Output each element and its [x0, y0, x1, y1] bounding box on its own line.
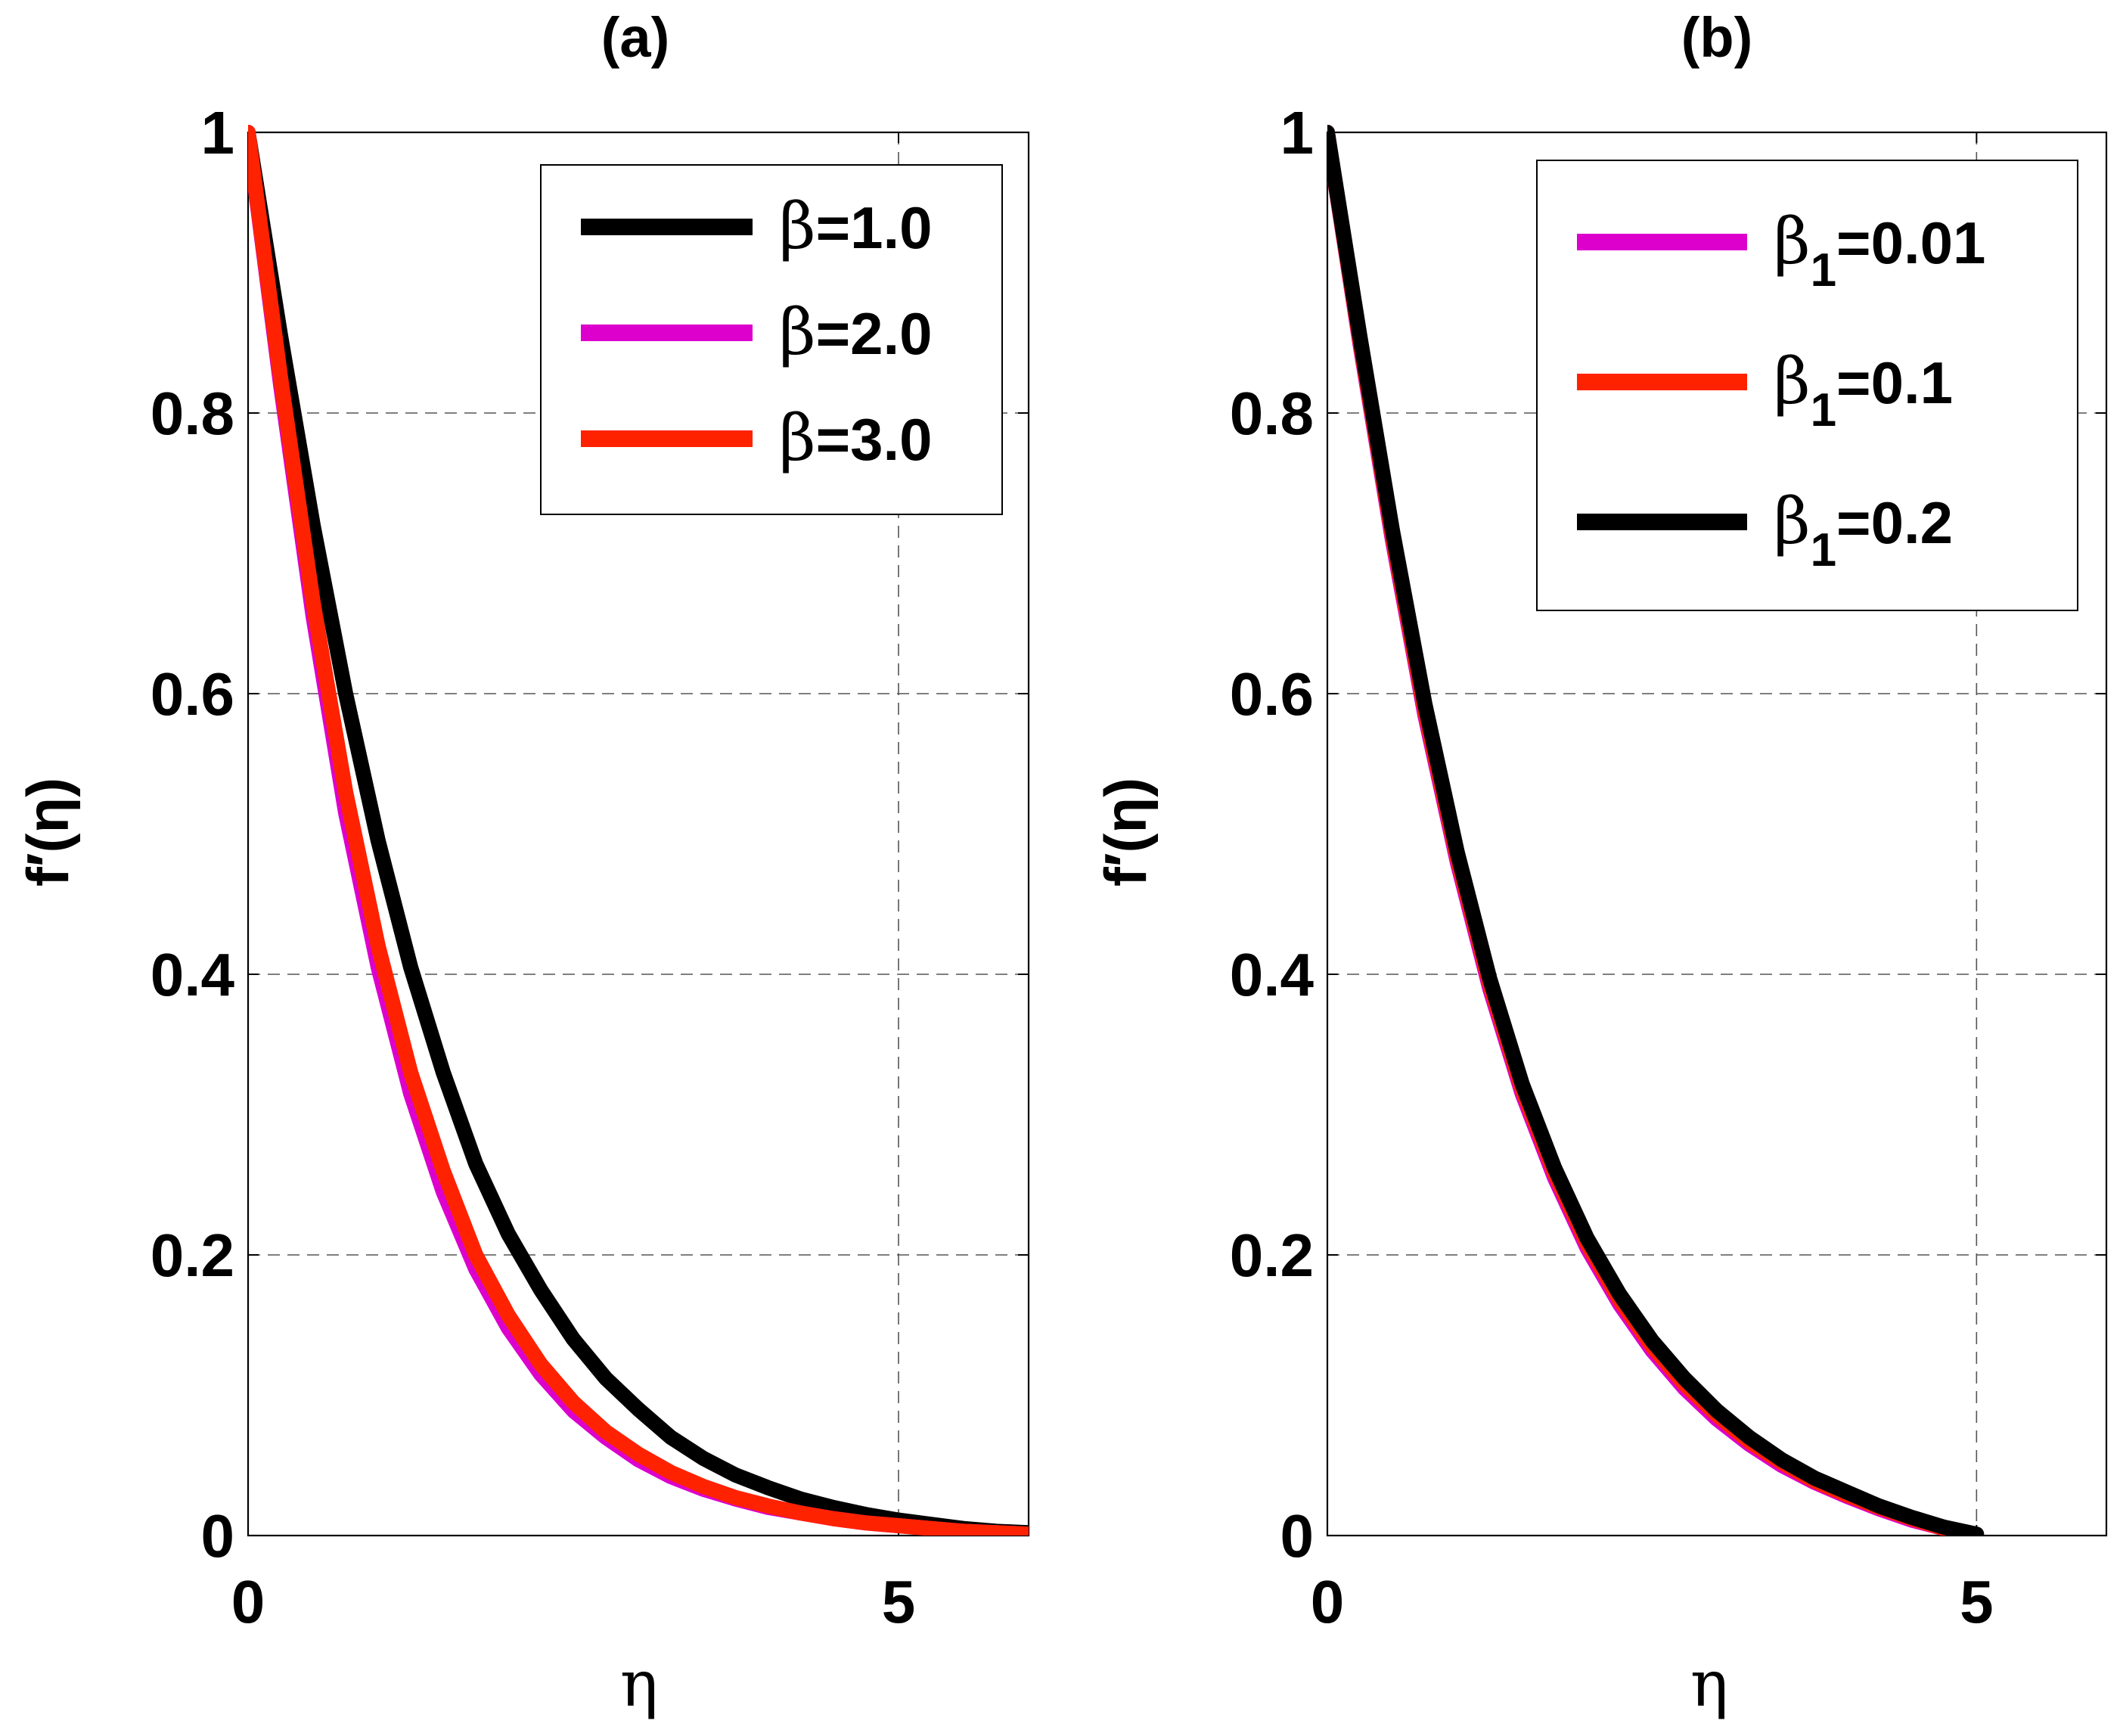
y-axis-label: f′(η) [1092, 778, 1159, 887]
y-tick-label: 0.4 [151, 941, 235, 1008]
legend-label: β1=0.2 [1774, 484, 1953, 576]
legend: β=1.0 β=2.0 β=3.0 [540, 164, 1003, 515]
x-tick-label: 5 [882, 1568, 916, 1635]
legend: β1=0.01 β1=0.1 β1=0.2 [1536, 160, 2078, 611]
x-axis-label: η [620, 1647, 658, 1721]
y-tick-label: 0.2 [151, 1222, 234, 1289]
y-tick-label: 1 [201, 99, 235, 166]
y-tick-label: 0.8 [1230, 380, 1314, 447]
legend-label: β1=0.1 [1774, 344, 1953, 436]
panel-b: 00.20.40.60.810 5(b)ηf′(η)β1=0.01β1=0.1β1… [1092, 6, 2108, 1721]
y-axis-label: f′(η) [14, 778, 81, 887]
panel-title: (b) [1681, 6, 1753, 69]
plot-area-frame [247, 131, 1030, 1537]
series-line-2 [248, 125, 1029, 1536]
y-tick-label: 0 [1280, 1502, 1315, 1570]
series-line-2 [1327, 125, 1985, 1536]
y-tick-label: 0.8 [151, 380, 234, 447]
x-tick-label: 0 [1311, 1568, 1345, 1635]
legend-label: β=2.0 [779, 295, 933, 369]
y-tick-label: 0 [201, 1502, 235, 1570]
x-tick-label: 5 [1960, 1568, 1994, 1635]
legend-label: β=3.0 [779, 401, 933, 475]
y-tick-label: 0.6 [1230, 660, 1314, 728]
y-tick-label: 0.2 [1230, 1222, 1314, 1289]
legend-label: β1=0.01 [1774, 204, 1985, 297]
legend-label: β=1.0 [779, 189, 933, 263]
panel-a: 0 0.2 0.4 0.6 0.8 1 0 5 (a) η f′(η) β=1.0 β=2.0 β=3.0 [14, 6, 1030, 1721]
panel-title: (a) [601, 6, 669, 69]
x-axis-label: η [1690, 1647, 1728, 1721]
y-tick-label: 0.4 [1230, 941, 1315, 1008]
x-tick-label: 0 [231, 1568, 265, 1635]
y-tick-label: 0.6 [151, 660, 234, 728]
plot-area-frame [1326, 131, 2108, 1537]
y-tick-label: 1 [1280, 99, 1315, 166]
